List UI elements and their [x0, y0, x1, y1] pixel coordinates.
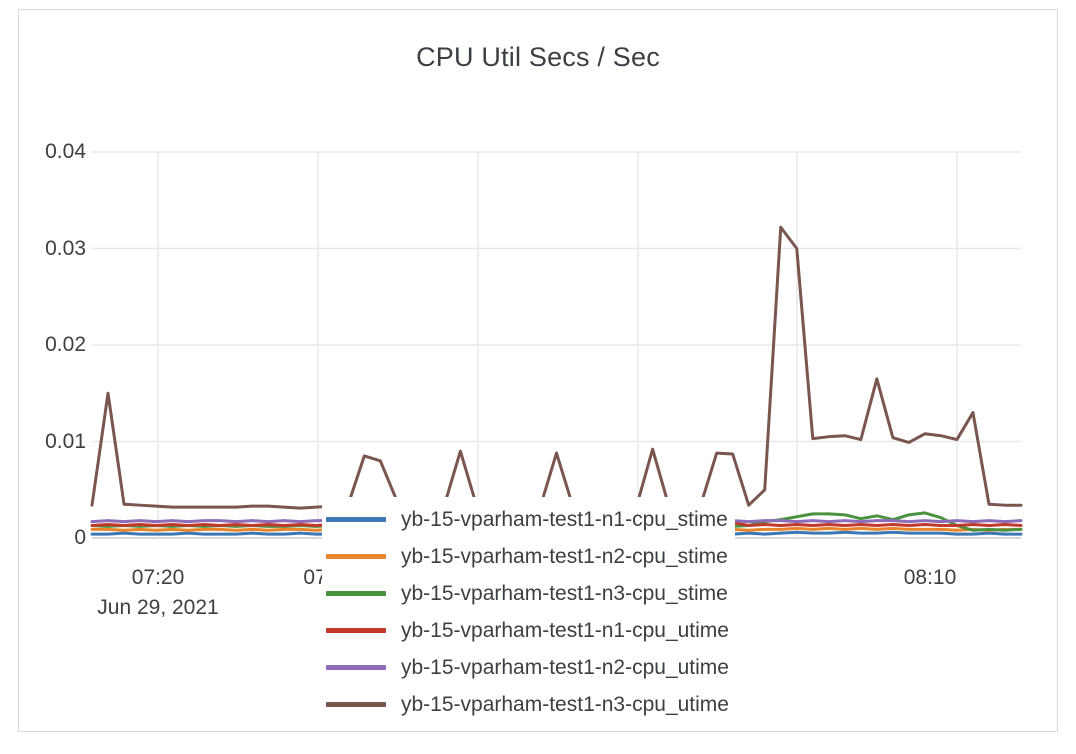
- legend-color-swatch-icon: [326, 702, 386, 707]
- legend-item[interactable]: yb-15-vparham-test1-n2-cpu_stime: [326, 538, 729, 575]
- y-axis-tick-label: 0.02: [45, 333, 86, 356]
- x-axis-tick-time: 08:10: [903, 566, 957, 589]
- legend-color-swatch-icon: [326, 554, 386, 559]
- chart-title: CPU Util Secs / Sec: [416, 42, 660, 72]
- chart-legend: yb-15-vparham-test1-n1-cpu_stime yb-15-vp…: [322, 497, 735, 729]
- y-axis-tick-label: 0.04: [45, 140, 86, 163]
- legend-item-label: yb-15-vparham-test1-n1-cpu_stime: [401, 507, 728, 531]
- legend-item-label: yb-15-vparham-test1-n1-cpu_utime: [401, 618, 729, 642]
- legend-color-swatch-icon: [326, 628, 386, 633]
- series-line-5: [90, 225, 1023, 510]
- legend-item[interactable]: yb-15-vparham-test1-n3-cpu_utime: [326, 686, 729, 723]
- legend-color-swatch-icon: [326, 591, 386, 596]
- legend-item[interactable]: yb-15-vparham-test1-n3-cpu_stime: [326, 575, 729, 612]
- legend-item-label: yb-15-vparham-test1-n3-cpu_stime: [401, 581, 728, 605]
- x-axis-date-label: Jun 29, 2021: [97, 596, 219, 619]
- legend-item[interactable]: yb-15-vparham-test1-n1-cpu_utime: [326, 612, 729, 649]
- x-axis-tick-label: 07:20 Jun 29, 2021: [97, 566, 218, 620]
- y-axis-tick-label: 0.03: [45, 236, 86, 260]
- legend-item-label: yb-15-vparham-test1-n2-cpu_utime: [401, 655, 729, 679]
- x-axis-tick-label: 08:10: [904, 566, 957, 590]
- legend-color-swatch-icon: [326, 517, 386, 522]
- x-axis-tick-time: 07:20: [131, 566, 185, 589]
- legend-item[interactable]: yb-15-vparham-test1-n1-cpu_stime: [326, 501, 729, 538]
- legend-item[interactable]: yb-15-vparham-test1-n2-cpu_utime: [326, 649, 729, 686]
- y-axis-tick-label: 0.01: [45, 429, 86, 453]
- legend-item-label: yb-15-vparham-test1-n2-cpu_stime: [401, 544, 728, 568]
- legend-color-swatch-icon: [326, 665, 386, 670]
- y-axis: 0.04 0.03 0.02 0.01 0: [14, 0, 86, 754]
- legend-item-label: yb-15-vparham-test1-n3-cpu_utime: [401, 692, 729, 716]
- y-axis-tick-label: 0: [74, 526, 86, 549]
